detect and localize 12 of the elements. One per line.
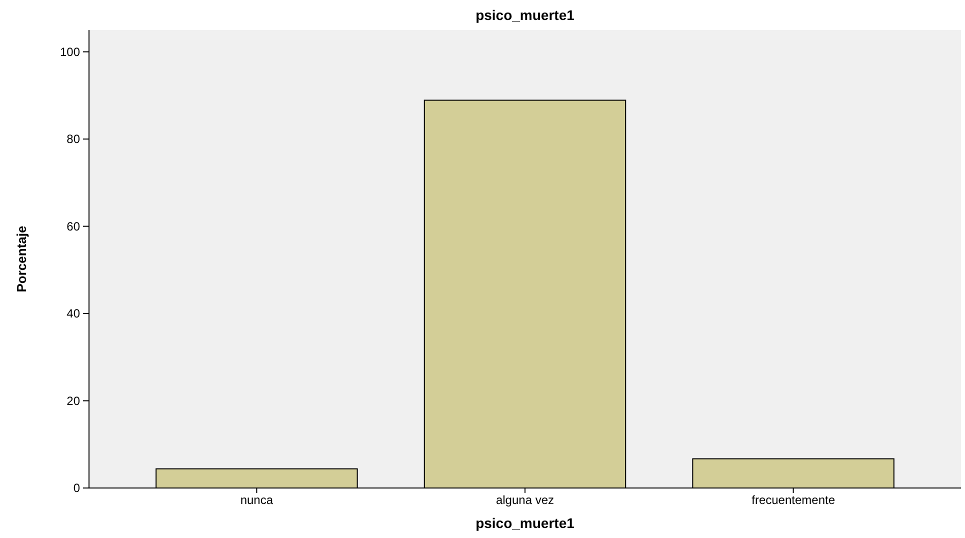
y-tick-label: 0	[73, 481, 80, 496]
x-axis-title: psico_muerte1	[476, 515, 575, 531]
chart-title: psico_muerte1	[476, 7, 575, 23]
y-tick-label: 20	[66, 394, 80, 408]
x-tick-label: nunca	[240, 493, 274, 507]
y-tick-label: 40	[66, 306, 80, 321]
y-tick-label: 60	[66, 219, 80, 234]
x-tick-label: alguna vez	[496, 493, 554, 507]
y-axis-title: Porcentaje	[14, 226, 29, 292]
y-tick-label: 80	[66, 132, 80, 146]
x-tick-label: frecuentemente	[752, 493, 836, 507]
y-tick-label: 100	[60, 45, 80, 60]
